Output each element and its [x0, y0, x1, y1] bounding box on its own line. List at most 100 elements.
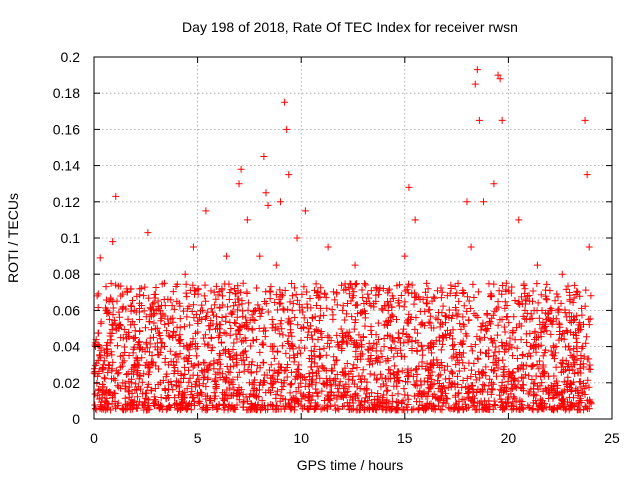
data-point: [191, 380, 199, 388]
data-point: [576, 360, 584, 368]
data-point: [94, 329, 102, 337]
data-point: [501, 304, 509, 312]
data-point: [281, 396, 289, 404]
data-point: [372, 297, 380, 305]
data-point: [349, 364, 357, 372]
data-point: [276, 286, 284, 294]
data-point: [157, 393, 165, 401]
data-point: [276, 300, 284, 308]
data-point: [394, 373, 402, 381]
data-point: [152, 306, 160, 314]
data-point: [237, 165, 245, 173]
data-point: [342, 389, 350, 397]
data-point: [390, 370, 398, 378]
data-point: [296, 349, 304, 357]
data-point: [168, 381, 176, 389]
data-point: [262, 389, 270, 397]
data-point: [180, 307, 188, 315]
data-point: [430, 340, 438, 348]
data-point: [201, 331, 209, 339]
data-point: [108, 375, 115, 383]
data-point: [209, 308, 217, 316]
data-point: [566, 291, 574, 299]
data-point: [369, 405, 377, 413]
data-point: [569, 299, 577, 307]
data-point: [235, 295, 243, 303]
data-point: [404, 395, 412, 403]
data-point: [495, 287, 503, 295]
data-point: [545, 394, 553, 402]
data-point: [200, 366, 208, 374]
data-point: [259, 403, 267, 411]
data-point: [388, 334, 396, 342]
data-point: [422, 299, 430, 307]
data-point: [577, 383, 585, 391]
data-point: [253, 284, 261, 292]
data-point: [227, 309, 235, 317]
data-point: [100, 383, 108, 391]
y-tick-label: 0: [72, 411, 80, 427]
data-point: [346, 334, 354, 342]
data-point: [260, 377, 268, 385]
data-point: [383, 396, 391, 404]
data-point: [287, 368, 295, 376]
data-point: [571, 315, 579, 323]
data-point: [151, 343, 159, 351]
data-point: [547, 330, 555, 338]
data-point: [494, 364, 502, 372]
data-point: [472, 370, 480, 378]
data-point: [361, 310, 369, 318]
data-point: [489, 339, 497, 347]
data-point: [503, 384, 511, 392]
data-point: [202, 312, 210, 320]
data-point: [411, 293, 419, 301]
data-point: [430, 356, 438, 364]
data-point: [303, 319, 311, 327]
data-point: [105, 298, 113, 306]
data-point: [485, 318, 493, 326]
data-point: [202, 395, 210, 403]
data-point: [365, 346, 373, 354]
data-point: [553, 405, 561, 413]
data-point: [459, 376, 467, 384]
data-point: [456, 348, 464, 356]
data-point: [503, 403, 511, 411]
data-point: [511, 394, 519, 402]
data-point: [240, 356, 248, 364]
data-point: [119, 406, 127, 414]
data-point: [354, 301, 362, 309]
data-point: [241, 334, 249, 342]
data-point: [101, 375, 109, 383]
data-point: [554, 293, 562, 301]
data-point: [311, 359, 319, 367]
data-point: [434, 360, 442, 368]
data-point: [138, 354, 146, 362]
data-point: [95, 342, 103, 350]
data-point: [578, 344, 586, 352]
y-tick-label: 0.14: [53, 158, 80, 174]
data-point: [547, 382, 555, 390]
data-point: [316, 374, 324, 382]
data-point: [345, 290, 353, 298]
data-point: [190, 398, 198, 406]
data-point: [196, 382, 204, 390]
data-point: [220, 375, 228, 383]
data-point: [283, 373, 291, 381]
data-point: [557, 368, 565, 376]
data-point: [477, 348, 485, 356]
data-point: [378, 352, 386, 360]
data-point: [144, 405, 152, 413]
data-point: [129, 349, 137, 357]
data-point: [230, 284, 238, 292]
data-point: [542, 346, 550, 354]
data-point: [348, 285, 356, 293]
data-point: [114, 370, 122, 378]
data-point: [266, 288, 274, 296]
data-point: [552, 363, 560, 371]
data-point: [532, 334, 540, 342]
data-point: [391, 362, 399, 370]
data-point: [388, 311, 396, 319]
data-point: [382, 302, 390, 310]
data-point: [207, 287, 215, 295]
data-point: [509, 368, 517, 376]
